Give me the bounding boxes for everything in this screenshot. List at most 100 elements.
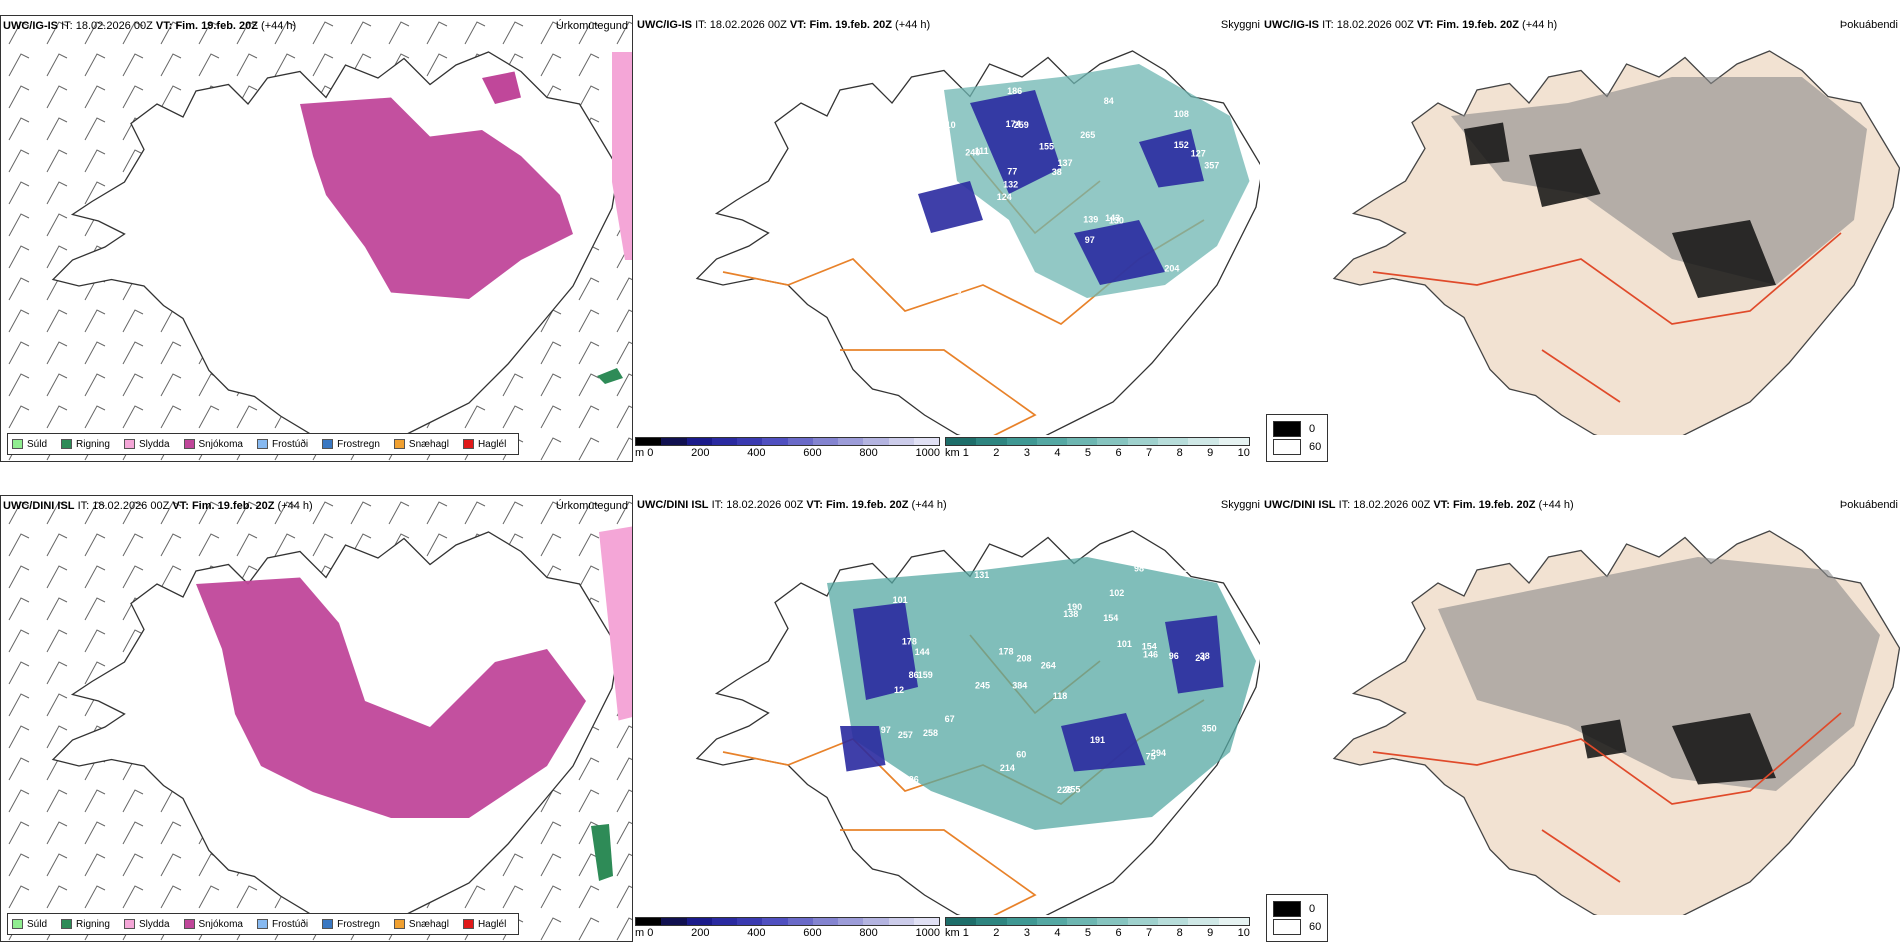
visibility-value-label: 118 — [1053, 691, 1068, 701]
colorbar-step — [1218, 438, 1249, 445]
visibility-value-label: 164 — [885, 279, 900, 289]
colorbar-step — [686, 918, 712, 925]
visibility-value-label: 214 — [1000, 763, 1015, 773]
road-network — [1372, 712, 1842, 883]
visibility-panel-2: 191 102 24 384 118 159 101 154 12 138 264 126 131 245… — [635, 495, 1260, 942]
visibility-value-label: 124 — [997, 192, 1012, 202]
colorbar-step — [1127, 918, 1159, 925]
fog-panel-1: UWC/IG-IS IT: 18.02.2026 00Z VT: Fim. 19… — [1262, 15, 1900, 462]
visibility-value-label: 264 — [1041, 661, 1056, 671]
visibility-value-label: 239 — [1142, 288, 1157, 298]
visibility-value-label: 265 — [937, 269, 952, 279]
visibility-value-label: 143 — [947, 286, 962, 296]
colorbar-step — [1188, 918, 1219, 925]
legend-item: Snjókoma — [183, 439, 243, 450]
legend-swatch — [183, 439, 195, 449]
visibility-value-label: 126 — [904, 774, 919, 784]
precip-type-map-2 — [1, 496, 632, 941]
visibility-value-label: 178 — [902, 637, 917, 647]
visibility-colorbar — [945, 437, 1250, 446]
legend-item: Rigning — [61, 439, 110, 450]
panel-title: Skyggni — [1220, 499, 1260, 511]
visibility-value-label: 84 — [1104, 96, 1114, 106]
panel-header: UWC/DINI ISL IT: 18.02.2026 00Z VT: Fim.… — [1264, 499, 1574, 511]
colorbar-step — [913, 918, 939, 925]
visibility-panel-1: 205 195 108 124 265 41 174 155 185 111 164 265 259 13… — [635, 15, 1260, 462]
colorbar-step — [863, 918, 889, 925]
visibility-value-label: 12 — [894, 685, 904, 695]
visibility-value-label: 191 — [982, 560, 997, 570]
visibility-value-label: 195 — [898, 168, 913, 178]
legend-item: Frostregn — [322, 439, 380, 450]
legend-swatch — [256, 919, 268, 929]
visibility-value-label: 146 — [1042, 301, 1057, 311]
panel-title: Úrkomutegund — [555, 20, 628, 32]
legend-item: Frostregn — [322, 919, 380, 930]
visibility-value-label: 240 — [965, 148, 980, 158]
panel-title: Skyggni — [1220, 19, 1260, 31]
visibility-value-label: 154 — [1103, 613, 1118, 623]
fog-swatch — [1273, 439, 1301, 455]
colorbar-step — [946, 438, 977, 445]
colorbar-step — [1097, 438, 1128, 445]
visibility-value-label: 191 — [1090, 735, 1105, 745]
fog-swatch — [1273, 901, 1301, 917]
visibility-value-label: 41 — [915, 292, 925, 302]
fog-panel-2: UWC/DINI ISL IT: 18.02.2026 00Z VT: Fim.… — [1262, 495, 1900, 942]
legend-swatch — [462, 919, 474, 929]
visibility-value-label: 75 — [1146, 751, 1156, 761]
visibility-value-label: 98 — [1134, 564, 1144, 574]
fog-swatch — [1273, 919, 1301, 935]
colorbar-step — [812, 918, 838, 925]
visibility-value-label: 102 — [1003, 258, 1018, 268]
visibility-value-label: 38 — [1200, 651, 1210, 661]
visibility-labels: 205 195 108 124 265 41 174 155 185 111 164 265 259 13… — [885, 86, 1219, 311]
visibility-value-label: 180 — [903, 117, 918, 127]
visibility-value-label: 255 — [1065, 784, 1080, 794]
visibility-value-label: 185 — [909, 243, 924, 253]
colorbar-step — [737, 918, 763, 925]
legend-item: Haglél — [462, 439, 506, 450]
colorbar-step — [838, 918, 864, 925]
ceiling-ticks: m 0 200 400 600 800 1000 — [635, 447, 940, 459]
legend-swatch — [61, 919, 73, 929]
low-ceiling-area — [918, 90, 1204, 285]
colorbar-step — [1067, 918, 1098, 925]
visibility-value-label: 143 — [1105, 213, 1120, 223]
colorbar-step — [976, 918, 1007, 925]
visibility-value-label: 204 — [1164, 263, 1179, 273]
visibility-value-label: 67 — [945, 714, 955, 724]
fog-legend: 0 60 — [1266, 414, 1329, 462]
colorbar-step — [787, 918, 813, 925]
visibility-value-label: 186 — [1007, 86, 1022, 96]
colorbar-step — [787, 438, 813, 445]
visibility-value-label: 159 — [918, 670, 933, 680]
colorbar-step — [762, 918, 788, 925]
visibility-value-label: 86 — [909, 670, 919, 680]
visibility-value-label: 205 — [1168, 289, 1183, 299]
visibility-colorbar — [945, 917, 1250, 926]
visibility-value-label: 132 — [1003, 180, 1018, 190]
fog-legend: 0 60 — [1266, 894, 1329, 942]
rain-area — [597, 368, 623, 384]
visibility-value-label: 245 — [975, 681, 990, 691]
colorbar-step — [661, 918, 687, 925]
panel-title: Þokuábendi — [1839, 19, 1898, 31]
visibility-value-label: 154 — [1142, 641, 1157, 651]
visibility-map-1: 205 195 108 124 265 41 174 155 185 111 164 265 259 13… — [696, 50, 1260, 435]
ceiling-ticks: m 0 200 400 600 800 1000 — [635, 927, 940, 939]
panel-header: UWC/IG-IS IT: 18.02.2026 00Z VT: Fim. 19… — [1264, 19, 1558, 31]
snow-area — [481, 71, 521, 104]
visibility-value-label: 226 — [1057, 785, 1072, 795]
panel-header: UWC/IG-IS IT: 18.02.2026 00Z VT: Fim. 19… — [3, 20, 297, 32]
colorbar-step — [1097, 918, 1128, 925]
legend-item: Snjókoma — [183, 919, 243, 930]
colorbar-step — [1188, 438, 1219, 445]
legend-item: Súld — [12, 439, 47, 450]
colorbar-step — [946, 918, 977, 925]
colorbar-step — [913, 438, 939, 445]
sleet-area — [598, 526, 632, 721]
